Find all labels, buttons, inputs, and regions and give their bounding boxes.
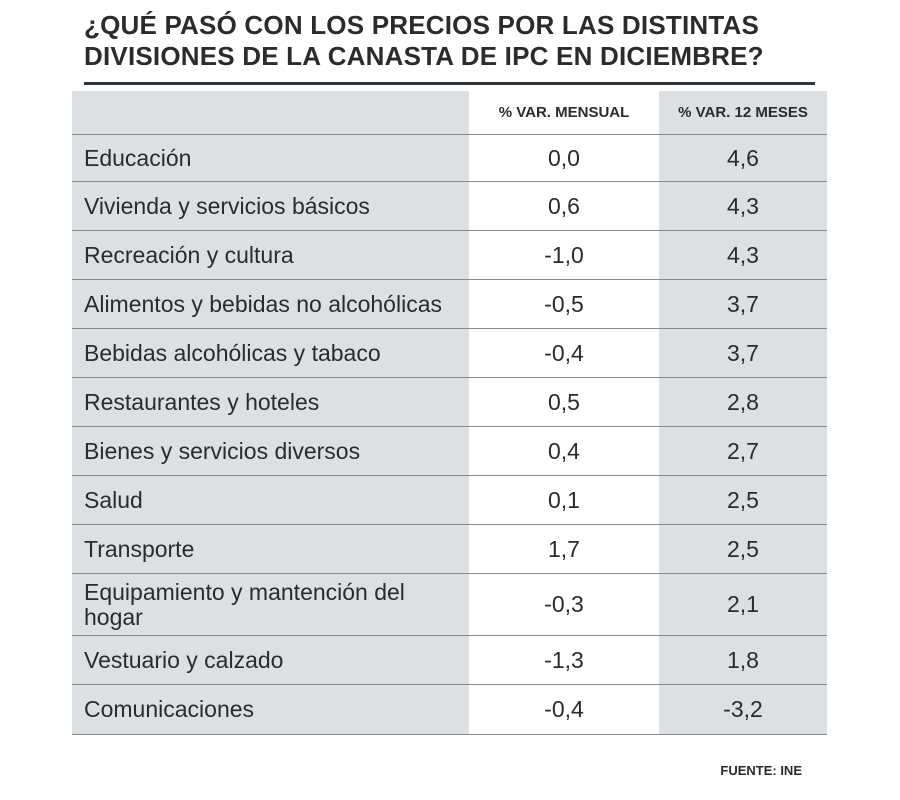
row-category: Equipamiento y mantención del hogar [72, 573, 469, 636]
header-row: % VAR. MENSUAL % VAR. 12 MESES [72, 91, 827, 135]
row-doce-meses-value: -3,2 [659, 684, 827, 735]
table-row: Vivienda y servicios básicos 0,6 4,3 [72, 181, 827, 231]
chart-title: ¿QUÉ PASÓ CON LOS PRECIOS POR LAS DISTIN… [84, 10, 764, 71]
ipc-table: % VAR. MENSUAL % VAR. 12 MESES Educación… [72, 91, 827, 735]
row-category: Vivienda y servicios básicos [72, 181, 469, 231]
row-category: Bebidas alcohólicas y tabaco [72, 328, 469, 378]
row-mensual-value: -0,4 [469, 684, 659, 735]
row-doce-meses-value: 1,8 [659, 635, 827, 685]
row-category: Bienes y servicios diversos [72, 426, 469, 476]
row-category: Comunicaciones [72, 684, 469, 735]
table-row: Educación 0,0 4,6 [72, 134, 827, 182]
table-row: Bebidas alcohólicas y tabaco -0,4 3,7 [72, 328, 827, 378]
row-doce-meses-value: 2,1 [659, 573, 827, 636]
row-mensual-value: -0,4 [469, 328, 659, 378]
row-category: Recreación y cultura [72, 230, 469, 280]
row-doce-meses-value: 2,8 [659, 377, 827, 427]
source-note: FUENTE: INE [720, 763, 802, 778]
row-category: Vestuario y calzado [72, 635, 469, 685]
header-doce-meses: % VAR. 12 MESES [659, 91, 827, 135]
table-row: Alimentos y bebidas no alcohólicas -0,5 3,… [72, 279, 827, 329]
row-category: Alimentos y bebidas no alcohólicas [72, 279, 469, 329]
row-doce-meses-value: 4,3 [659, 230, 827, 280]
row-mensual-value: -1,0 [469, 230, 659, 280]
row-doce-meses-value: 4,3 [659, 181, 827, 231]
row-mensual-value: 0,5 [469, 377, 659, 427]
header-category [72, 91, 469, 135]
table-row: Comunicaciones -0,4 -3,2 [72, 684, 827, 735]
row-mensual-value: 0,4 [469, 426, 659, 476]
row-doce-meses-value: 3,7 [659, 328, 827, 378]
row-mensual-value: -0,3 [469, 573, 659, 636]
row-category: Educación [72, 134, 469, 182]
table-row: Recreación y cultura -1,0 4,3 [72, 230, 827, 280]
header-mensual: % VAR. MENSUAL [469, 91, 659, 135]
table-row: Restaurantes y hoteles 0,5 2,8 [72, 377, 827, 427]
table-row: Bienes y servicios diversos 0,4 2,7 [72, 426, 827, 476]
table-body: Educación 0,0 4,6 Vivienda y servicios bási… [72, 134, 827, 735]
row-mensual-value: -1,3 [469, 635, 659, 685]
table-row: Salud 0,1 2,5 [72, 475, 827, 525]
row-category: Restaurantes y hoteles [72, 377, 469, 427]
row-mensual-value: 0,1 [469, 475, 659, 525]
row-mensual-value: -0,5 [469, 279, 659, 329]
row-mensual-value: 0,6 [469, 181, 659, 231]
row-doce-meses-value: 2,7 [659, 426, 827, 476]
row-doce-meses-value: 4,6 [659, 134, 827, 182]
row-category: Transporte [72, 524, 469, 574]
row-doce-meses-value: 2,5 [659, 524, 827, 574]
row-category: Salud [72, 475, 469, 525]
row-mensual-value: 0,0 [469, 134, 659, 182]
table-row: Equipamiento y mantención del hogar -0,3 2… [72, 573, 827, 636]
row-mensual-value: 1,7 [469, 524, 659, 574]
table-row: Transporte 1,7 2,5 [72, 524, 827, 574]
title-rule [84, 82, 815, 85]
row-doce-meses-value: 3,7 [659, 279, 827, 329]
row-doce-meses-value: 2,5 [659, 475, 827, 525]
table-row: Vestuario y calzado -1,3 1,8 [72, 635, 827, 685]
